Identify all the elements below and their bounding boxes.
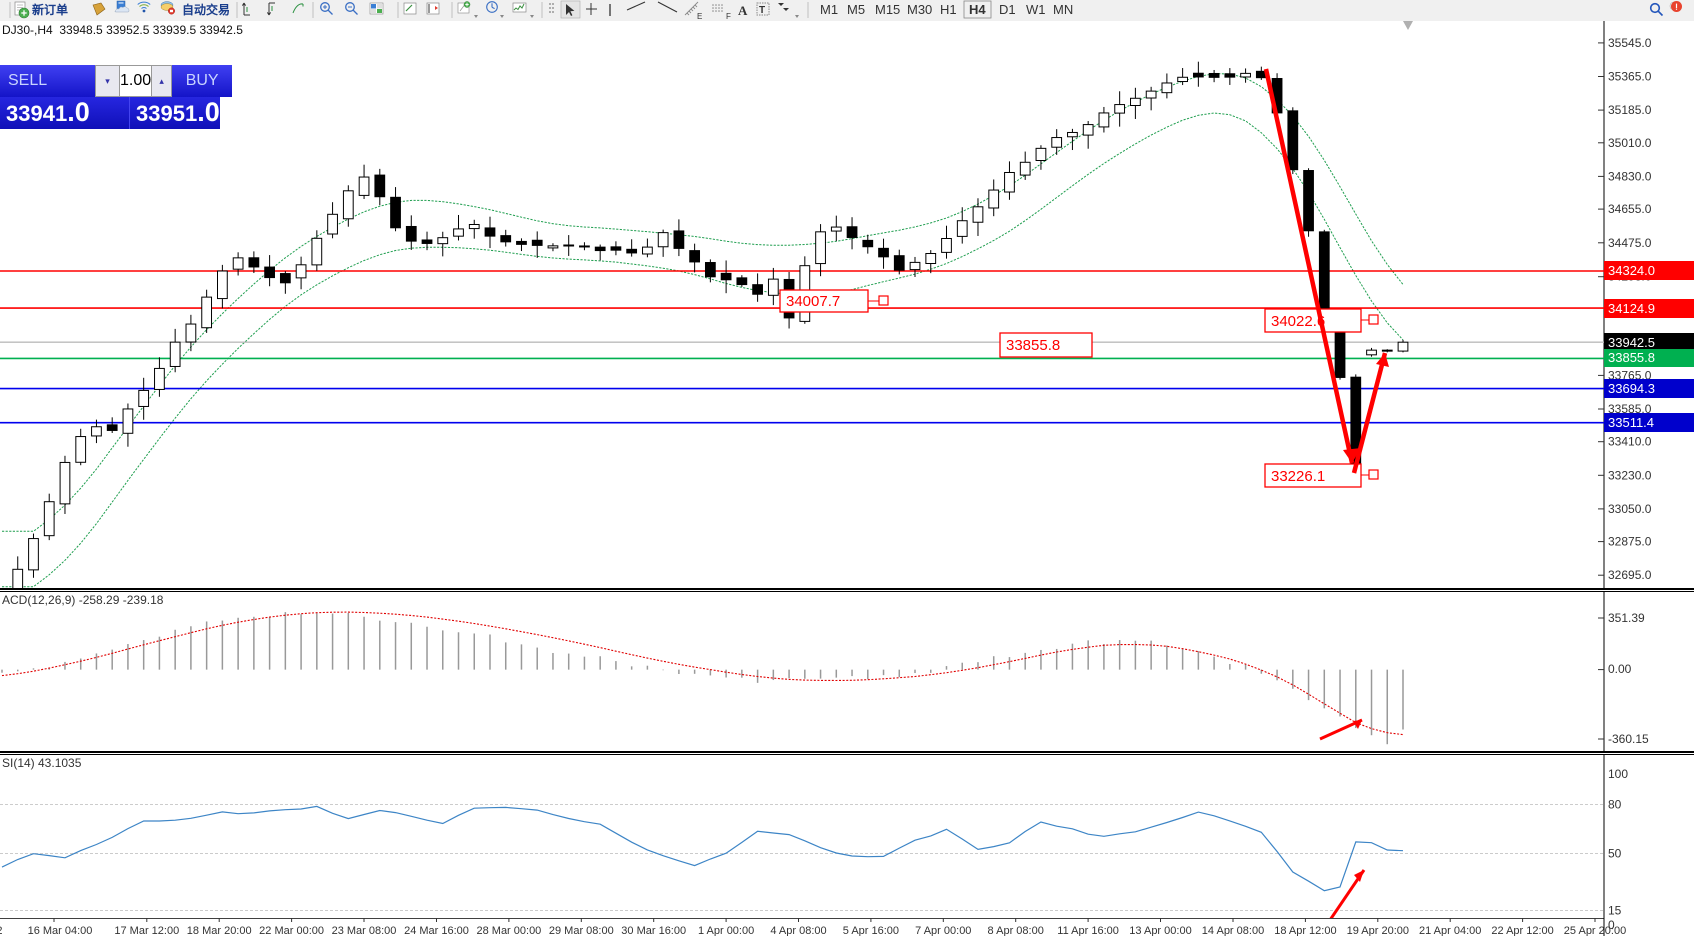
svg-text:F: F [726,12,731,20]
svg-text:H4: H4 [969,2,986,17]
svg-text:M5: M5 [847,2,865,17]
svg-text:23 Mar 08:00: 23 Mar 08:00 [332,925,397,936]
svg-text:自动交易: 自动交易 [182,2,230,17]
svg-text:34324.0: 34324.0 [1608,263,1655,278]
svg-text:34007.7: 34007.7 [786,293,840,310]
svg-text:0.00: 0.00 [1608,662,1632,676]
svg-text:33694.3: 33694.3 [1608,381,1655,396]
svg-text:17 Mar 12:00: 17 Mar 12:00 [114,925,179,936]
svg-text:33855.8: 33855.8 [1006,337,1060,354]
svg-text:7 Apr 00:00: 7 Apr 00:00 [915,925,971,936]
svg-text:4 Apr 08:00: 4 Apr 08:00 [770,925,826,936]
svg-text:80: 80 [1608,798,1622,812]
svg-text:33511.4: 33511.4 [1608,415,1654,430]
svg-text:E: E [697,12,702,20]
svg-text:A: A [738,3,748,18]
svg-text:33855.8: 33855.8 [1608,350,1655,365]
svg-text:W1: W1 [1026,2,1046,17]
svg-text:8 Apr 08:00: 8 Apr 08:00 [988,925,1044,936]
svg-text:34124.9: 34124.9 [1608,301,1655,316]
svg-text:新订单: 新订单 [32,2,68,17]
svg-text:30 Mar 16:00: 30 Mar 16:00 [621,925,686,936]
svg-text:M30: M30 [907,2,932,17]
svg-text:T: T [759,5,765,16]
svg-text:351.39: 351.39 [1608,611,1645,625]
svg-text:13 Apr 00:00: 13 Apr 00:00 [1129,925,1191,936]
svg-text:33226.1: 33226.1 [1271,468,1325,485]
svg-text:16 Mar 04:00: 16 Mar 04:00 [28,925,93,936]
svg-text:24 Mar 16:00: 24 Mar 16:00 [404,925,469,936]
svg-text:28 Mar 00:00: 28 Mar 00:00 [476,925,541,936]
svg-text:11 Apr 16:00: 11 Apr 16:00 [1057,925,1119,936]
svg-text:19 Apr 20:00: 19 Apr 20:00 [1347,925,1409,936]
svg-text:18 Mar 20:00: 18 Mar 20:00 [187,925,252,936]
svg-text:ACD(12,26,9) -258.29 -239.18: ACD(12,26,9) -258.29 -239.18 [2,593,164,607]
svg-text:21 Apr 04:00: 21 Apr 04:00 [1419,925,1481,936]
svg-text:-360.15: -360.15 [1608,732,1649,746]
svg-text:H1: H1 [940,2,957,17]
svg-text:22 Mar 00:00: 22 Mar 00:00 [259,925,324,936]
svg-text:SI(14) 43.1035: SI(14) 43.1035 [2,756,82,770]
svg-text:100: 100 [1608,767,1628,781]
svg-text:D1: D1 [999,2,1016,17]
svg-text:1 Apr 00:00: 1 Apr 00:00 [698,925,754,936]
svg-text:14 Apr 08:00: 14 Apr 08:00 [1202,925,1264,936]
svg-text:Mar 2022: Mar 2022 [0,925,2,936]
svg-text:M1: M1 [820,2,838,17]
svg-text:50: 50 [1608,847,1622,861]
svg-text:22 Apr 12:00: 22 Apr 12:00 [1491,925,1553,936]
svg-text:M15: M15 [875,2,900,17]
svg-text:MN: MN [1053,2,1073,17]
svg-text:18 Apr 12:00: 18 Apr 12:00 [1274,925,1336,936]
svg-text:25 Apr 20:00: 25 Apr 20:00 [1564,925,1626,936]
svg-text:33942.5: 33942.5 [1608,335,1655,350]
svg-text:15: 15 [1608,904,1622,918]
svg-text:34022.6: 34022.6 [1271,313,1325,330]
svg-text:29 Mar 08:00: 29 Mar 08:00 [549,925,614,936]
svg-text:5 Apr 16:00: 5 Apr 16:00 [843,925,899,936]
